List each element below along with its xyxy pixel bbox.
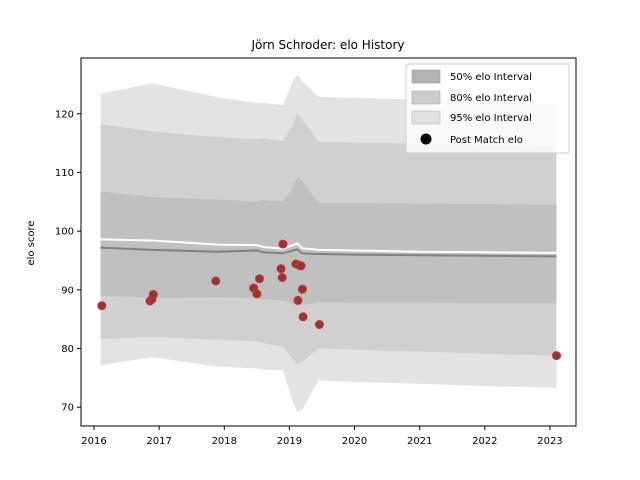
legend: 50% elo Interval 80% elo Interval 95% el… <box>405 63 570 154</box>
post-match-point <box>97 301 107 311</box>
plot-frame <box>80 57 577 427</box>
y-axis-label: elo score <box>26 220 37 265</box>
plot-area <box>80 57 577 427</box>
legend-swatch-50 <box>411 69 441 84</box>
series-lines <box>100 238 557 258</box>
x-tick-label: 2017 <box>146 436 171 447</box>
post-match-point <box>297 284 307 294</box>
legend-label-80: 80% elo Interval <box>450 93 532 104</box>
y-tick-label: 70 <box>61 403 74 414</box>
legend-label-post-match: Post Match elo <box>450 135 523 146</box>
post-match-point <box>314 320 324 329</box>
y-tick-label: 100 <box>55 227 74 238</box>
x-tick-label: 2018 <box>212 436 237 447</box>
post-match-point <box>252 289 262 299</box>
post-match-point <box>277 273 287 282</box>
post-match-point <box>552 351 561 361</box>
post-match-point <box>255 274 264 284</box>
interval-bands <box>100 74 557 412</box>
legend-label-95: 95% elo Interval <box>450 113 532 124</box>
y-tick-label: 110 <box>55 168 74 179</box>
y-tick-label: 120 <box>55 109 74 120</box>
post-match-point <box>148 290 158 299</box>
y-axis: 70 80 90 100 110 120 <box>55 109 81 414</box>
y-tick-label: 90 <box>61 285 74 296</box>
y-tick-label: 80 <box>61 344 74 355</box>
band-50 <box>100 176 557 306</box>
x-tick-label: 2021 <box>407 436 432 447</box>
chart-title: Jörn Schroder: elo History <box>251 38 405 52</box>
x-tick-label: 2020 <box>342 436 367 447</box>
post-match-point <box>278 239 288 249</box>
legend-swatch-80 <box>411 90 441 105</box>
post-match-point <box>211 276 221 286</box>
post-match-point <box>293 295 303 305</box>
x-axis: 2016 2017 2018 2019 2020 2021 2022 2023 <box>81 426 563 447</box>
legend-label-50: 50% elo Interval <box>450 72 532 83</box>
x-tick-label: 2016 <box>81 436 106 447</box>
x-tick-label: 2023 <box>537 436 562 447</box>
legend-box <box>405 63 570 154</box>
post-match-point <box>296 261 306 271</box>
legend-swatch-95 <box>411 110 441 125</box>
post-match-points <box>97 239 561 361</box>
x-tick-label: 2019 <box>277 436 302 447</box>
legend-marker-post-match <box>420 133 432 145</box>
series-line-1 <box>100 238 557 254</box>
series-line-0 <box>100 246 557 258</box>
post-match-point <box>276 264 286 274</box>
x-tick-label: 2022 <box>472 436 497 447</box>
post-match-point <box>298 312 308 322</box>
